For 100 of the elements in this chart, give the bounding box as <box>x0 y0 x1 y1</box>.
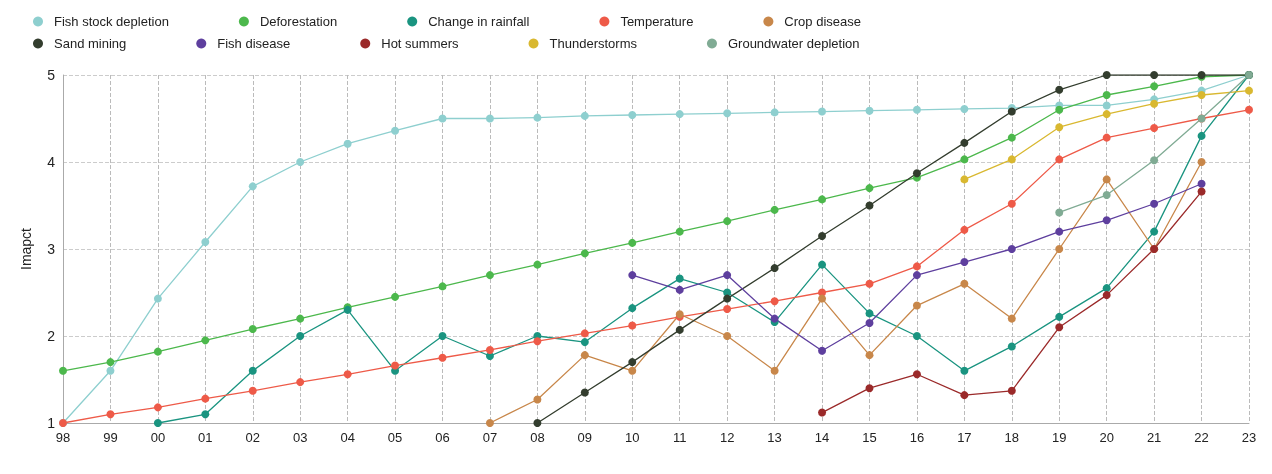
point <box>960 138 969 147</box>
point <box>1102 216 1111 225</box>
point <box>201 238 210 247</box>
point <box>391 292 400 301</box>
point <box>865 309 874 318</box>
point <box>1055 155 1064 164</box>
x-tick-label: 16 <box>909 430 925 445</box>
point <box>675 110 684 119</box>
point <box>438 332 447 340</box>
x-tick-label: 01 <box>198 430 213 445</box>
point <box>818 260 827 269</box>
point <box>675 274 684 283</box>
point <box>912 105 921 114</box>
point <box>1150 82 1159 91</box>
point <box>1150 71 1159 79</box>
point <box>533 337 542 346</box>
point <box>912 271 921 280</box>
point <box>960 155 969 164</box>
point <box>1150 124 1159 133</box>
point <box>106 366 115 375</box>
point <box>818 195 827 204</box>
point <box>438 353 447 362</box>
x-tick-label: 03 <box>292 430 308 445</box>
point <box>106 358 115 367</box>
point <box>248 366 257 375</box>
point <box>296 314 305 323</box>
point <box>1007 342 1016 351</box>
point <box>438 282 447 291</box>
point <box>770 314 779 323</box>
x-tick-label: 23 <box>1241 430 1257 445</box>
point <box>723 332 732 340</box>
point <box>1055 208 1064 217</box>
legend-label: Crop disease <box>784 14 861 29</box>
point <box>580 111 589 120</box>
x-tick-label: 18 <box>1004 430 1020 445</box>
point <box>391 361 400 370</box>
point <box>1055 227 1064 236</box>
point <box>723 109 732 118</box>
point <box>201 410 210 419</box>
point <box>818 294 827 303</box>
y-axis-title: Imapct <box>18 227 34 271</box>
point <box>1197 91 1206 100</box>
point <box>1197 158 1206 166</box>
point <box>1150 156 1159 165</box>
point <box>1102 284 1111 293</box>
x-tick-label: 99 <box>103 430 118 445</box>
x-tick-label: 21 <box>1146 430 1162 445</box>
point <box>770 205 779 214</box>
point <box>675 285 684 294</box>
point <box>960 366 969 375</box>
point <box>533 260 542 269</box>
x-tick-label: 02 <box>245 430 260 445</box>
point <box>723 294 732 303</box>
point <box>628 366 637 375</box>
x-tick-label: 05 <box>387 430 403 445</box>
point <box>865 351 874 360</box>
point <box>770 297 779 306</box>
legend-label: Hot summers <box>381 36 460 51</box>
x-tick-label: 08 <box>530 430 545 445</box>
point <box>628 271 637 280</box>
x-tick-label: 13 <box>767 430 782 445</box>
point <box>865 384 874 393</box>
point <box>723 271 732 280</box>
point <box>960 104 969 113</box>
point <box>912 169 921 178</box>
point <box>580 351 589 360</box>
point <box>675 227 684 236</box>
legend-label: Thunderstorms <box>549 36 638 51</box>
point <box>1055 245 1064 253</box>
x-tick-label: 15 <box>862 430 877 445</box>
point <box>533 395 542 404</box>
point <box>865 184 874 193</box>
point <box>1102 291 1111 300</box>
point <box>818 107 827 116</box>
point <box>485 419 494 427</box>
point <box>865 106 874 115</box>
legend-label: Groundwater depletion <box>727 36 860 51</box>
point <box>343 370 352 379</box>
point <box>960 279 969 288</box>
y-tick-label: 4 <box>47 154 56 170</box>
y-tick-label: 1 <box>47 415 56 431</box>
point <box>580 388 589 397</box>
point <box>1245 105 1253 114</box>
point <box>1007 155 1016 164</box>
point <box>865 201 874 210</box>
x-tick-label: 17 <box>957 430 972 445</box>
point <box>296 158 305 166</box>
point <box>960 225 969 234</box>
point <box>1197 179 1206 188</box>
point <box>485 345 494 354</box>
point <box>1055 323 1064 332</box>
point <box>1007 199 1016 208</box>
point <box>912 262 921 271</box>
x-tick-label: 10 <box>625 430 640 445</box>
point <box>865 318 874 327</box>
legend-label: Sand mining <box>54 36 127 51</box>
point <box>248 325 257 334</box>
point <box>153 419 162 427</box>
point <box>770 108 779 117</box>
y-tick-label: 5 <box>47 67 56 83</box>
